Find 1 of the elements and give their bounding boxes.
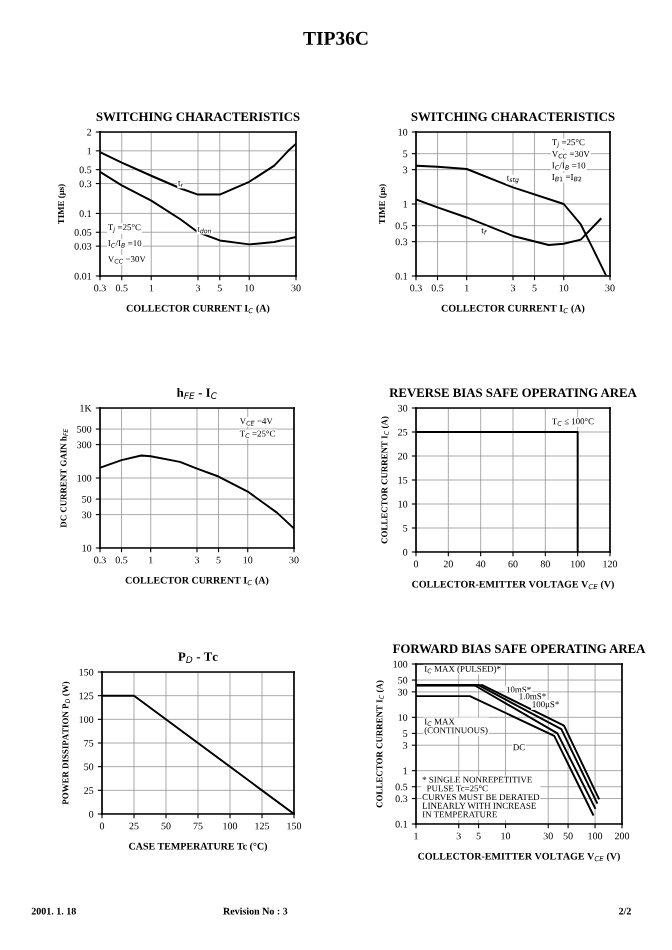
text: TIP36C [303,31,368,45]
